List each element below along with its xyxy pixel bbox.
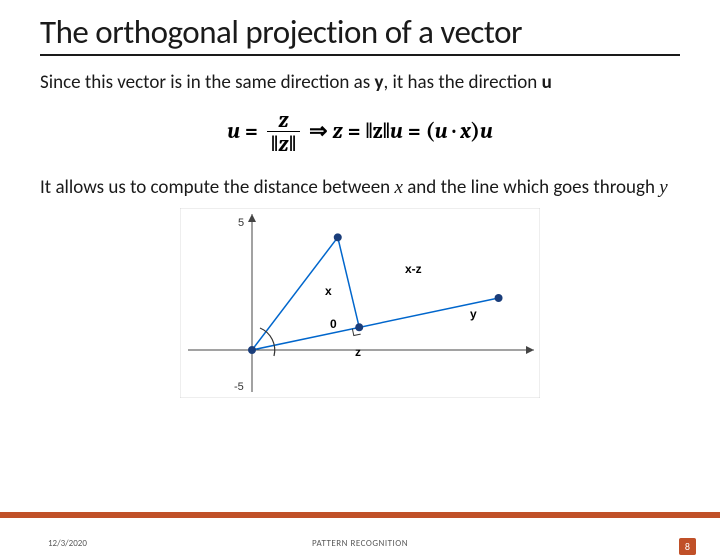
f-eq3: = ( bbox=[403, 118, 435, 144]
svg-text:-5: -5 bbox=[234, 381, 244, 393]
p1-mid: , it has the direction bbox=[384, 71, 542, 94]
p2-var-y: y bbox=[659, 177, 667, 198]
f-fraction: z‖z‖ bbox=[267, 109, 301, 157]
footer-accent-bar bbox=[0, 512, 720, 518]
svg-text:x-z: x-z bbox=[405, 262, 422, 276]
svg-text:5: 5 bbox=[238, 217, 244, 229]
p1-var-u: u bbox=[542, 71, 552, 94]
projection-diagram: 5 -5 x x-z 0 z y bbox=[180, 208, 540, 398]
f-u4: u bbox=[480, 118, 493, 144]
svg-text:z: z bbox=[355, 345, 361, 359]
f-x: x bbox=[460, 118, 471, 144]
f-u3: u bbox=[435, 118, 448, 144]
footer-page-number: 8 bbox=[679, 538, 696, 555]
f-arrow: ⇒ bbox=[304, 118, 332, 144]
f-close: ) bbox=[471, 118, 480, 144]
f-dot: · bbox=[448, 118, 461, 144]
f-u2: u bbox=[390, 118, 403, 144]
p2-pre: It allows us to compute the distance bet… bbox=[40, 176, 394, 199]
p2-var-x: x bbox=[394, 177, 402, 198]
f-den: ‖z‖ bbox=[267, 132, 301, 157]
svg-text:0: 0 bbox=[330, 317, 337, 331]
svg-text:x: x bbox=[325, 284, 332, 298]
formula-block: u = z‖z‖ ⇒ z = ‖z‖u = (u · x)u bbox=[0, 95, 720, 167]
f-num: z bbox=[267, 109, 301, 132]
f-eq2: = ‖z‖ bbox=[343, 118, 390, 144]
f-u: u bbox=[227, 118, 240, 144]
svg-text:y: y bbox=[470, 307, 477, 321]
paragraph-1: Since this vector is in the same directi… bbox=[0, 62, 720, 95]
f-z: z bbox=[332, 118, 342, 144]
slide-title: The orthogonal projection of a vector bbox=[40, 12, 680, 56]
f-eq1: = bbox=[240, 118, 263, 144]
p1-pre: Since this vector is in the same directi… bbox=[40, 71, 375, 94]
paragraph-2: It allows us to compute the distance bet… bbox=[0, 167, 720, 200]
p1-var-y: y bbox=[375, 71, 384, 94]
slide-footer: 12/3/2020 PATTERN RECOGNITION 8 bbox=[0, 510, 720, 540]
p2-mid: and the line which goes through bbox=[403, 176, 659, 199]
